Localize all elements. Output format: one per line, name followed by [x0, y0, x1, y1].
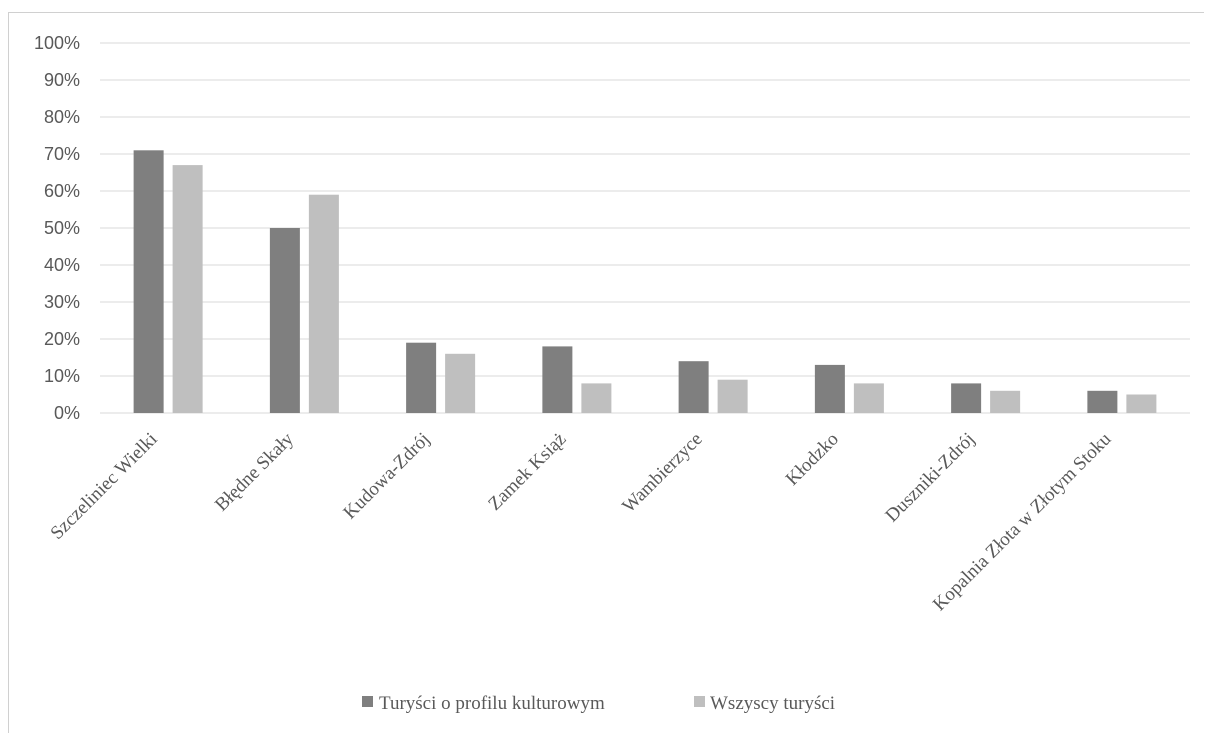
bar-series-1-cat-1 [133, 150, 164, 414]
bar-series-2-cat-4 [581, 383, 612, 413]
x-category-label: Kłodzko [782, 429, 843, 490]
x-axis-categories: Szczeliniec Wielki Błędne Skały Kudowa-Zdr… [47, 428, 1116, 615]
x-category-label: Wambierzyce [618, 429, 706, 517]
bar-series-1-cat-2 [269, 228, 300, 413]
y-tick-label: 40% [44, 255, 80, 275]
gridlines [100, 42, 1190, 414]
x-category-label: Zamek Książ [484, 429, 570, 515]
legend-label-series-2: Wszyscy turyści [710, 693, 835, 714]
y-tick-label: 20% [44, 329, 80, 349]
y-tick-label: 10% [44, 366, 80, 386]
bar-series-2-cat-1 [172, 165, 203, 413]
y-tick-label: 30% [44, 292, 80, 312]
y-tick-label: 60% [44, 181, 80, 201]
bar-series-2-cat-3 [445, 353, 476, 413]
y-tick-label: 50% [44, 218, 80, 238]
bar-series-1-cat-5 [678, 361, 709, 413]
y-tick-label: 0% [54, 403, 80, 423]
legend-swatch-series-1 [362, 696, 373, 707]
x-category-label: Błędne Skały [211, 428, 298, 515]
bar-series-1-cat-7 [951, 383, 982, 413]
bar-series-1-cat-4 [542, 346, 573, 413]
legend-swatch-series-2 [694, 696, 705, 707]
bar-series-2-cat-7 [990, 390, 1021, 413]
y-axis-ticks: 0% 10% 20% 30% 40% 50% 60% 70% 80% 90% 100% [34, 33, 80, 423]
x-category-label: Szczeliniec Wielki [47, 429, 162, 544]
legend: Turyści o profilu kulturowym Wszyscy tur… [362, 693, 835, 714]
y-tick-label: 90% [44, 70, 80, 90]
y-tick-label: 100% [34, 33, 80, 53]
legend-label-series-1: Turyści o profilu kulturowym [379, 693, 605, 714]
bars [133, 150, 1157, 414]
x-category-label: Duszniki-Zdrój [881, 429, 979, 527]
y-tick-label: 70% [44, 144, 80, 164]
bar-series-2-cat-5 [717, 379, 748, 413]
bar-series-1-cat-6 [814, 364, 845, 413]
bar-series-1-cat-3 [406, 342, 437, 413]
bar-series-2-cat-2 [308, 194, 339, 413]
chart-frame [8, 12, 1204, 733]
bar-series-2-cat-6 [853, 383, 884, 413]
bar-series-2-cat-8 [1126, 394, 1157, 413]
y-tick-label: 80% [44, 107, 80, 127]
bar-series-1-cat-8 [1087, 390, 1118, 413]
x-category-label: Kudowa-Zdrój [339, 429, 434, 524]
